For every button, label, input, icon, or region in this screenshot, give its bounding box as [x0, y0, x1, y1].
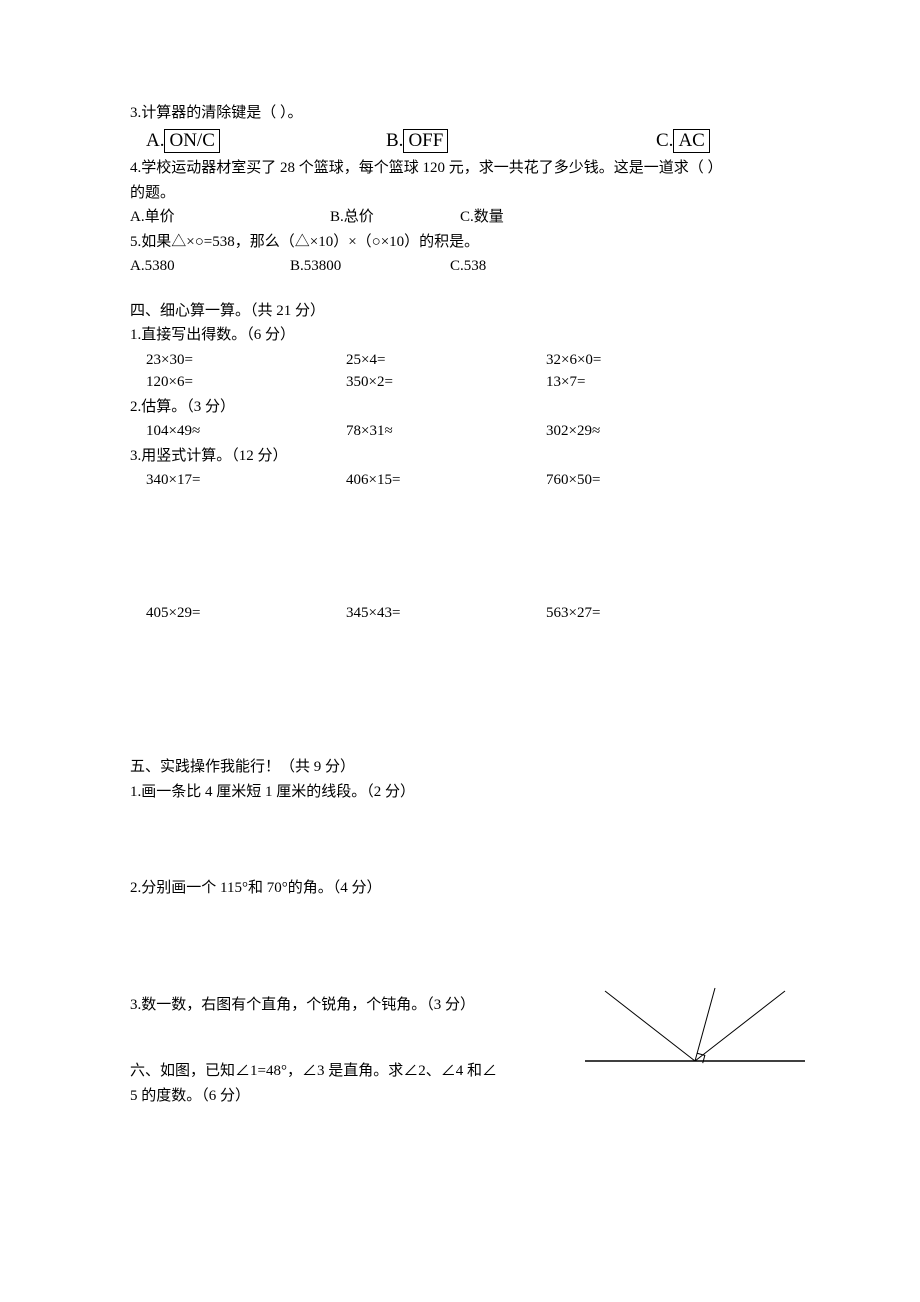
sec4-p3-r2: 405×29= 345×43= 563×27=: [130, 602, 790, 625]
q3-opt-b-prefix: B.: [386, 130, 403, 151]
sec4-title: 四、细心算一算。（共 21 分）: [130, 300, 790, 323]
sec6-line2: 5 的度数。（6 分）: [130, 1085, 790, 1108]
q3-opt-b: B.OFF: [386, 127, 656, 156]
calc-cell: 563×27=: [546, 602, 600, 625]
q5-opt-b: B.53800: [290, 255, 450, 278]
sec4-p3-title: 3.用竖式计算。（12 分）: [130, 445, 790, 468]
calc-cell: 340×17=: [146, 469, 346, 492]
q4-opt-a: A.单价: [130, 206, 330, 229]
calc-cell: 32×6×0=: [546, 349, 601, 372]
sec4-p2-r1: 104×49≈ 78×31≈ 302×29≈: [130, 420, 790, 443]
calc-cell: 345×43=: [346, 602, 546, 625]
q3-text: 3.计算器的清除键是（ ）。: [130, 102, 790, 125]
q5-opt-c: C.538: [450, 255, 486, 278]
calc-cell: 406×15=: [346, 469, 546, 492]
q3-opt-a-prefix: A.: [146, 130, 164, 151]
sec4-p3-r1: 340×17= 406×15= 760×50=: [130, 469, 790, 492]
calc-cell: 120×6=: [146, 371, 346, 394]
calc-cell: 104×49≈: [146, 420, 346, 443]
q3-options: A.ON/C B.OFF C.AC: [130, 127, 790, 156]
sec5-p2: 2.分别画一个 115°和 70°的角。（4 分）: [130, 877, 790, 900]
q3-opt-c-box: AC: [673, 129, 709, 154]
q5-options: A.5380 B.53800 C.538: [130, 255, 790, 278]
q3-opt-a: A.ON/C: [146, 127, 386, 156]
calc-cell: 405×29=: [146, 602, 346, 625]
sec4-p2-title: 2.估算。（3 分）: [130, 396, 790, 419]
calc-cell: 23×30=: [146, 349, 346, 372]
calc-cell: 760×50=: [546, 469, 600, 492]
sec4-p1-r2: 120×6= 350×2= 13×7=: [130, 371, 790, 394]
calc-cell: 13×7=: [546, 371, 585, 394]
q3-opt-c: C.AC: [656, 127, 710, 156]
sec4-p1-r1: 23×30= 25×4= 32×6×0=: [130, 349, 790, 372]
angle-figure-icon: [580, 986, 810, 1068]
calc-cell: 350×2=: [346, 371, 546, 394]
sec5-p1: 1.画一条比 4 厘米短 1 厘米的线段。（2 分）: [130, 781, 790, 804]
q4-opt-c: C.数量: [460, 206, 504, 229]
sec4-p1-title: 1.直接写出得数。（6 分）: [130, 324, 790, 347]
q4-options: A.单价 B.总价 C.数量: [130, 206, 790, 229]
sec5-title: 五、实践操作我能行！（共 9 分）: [130, 756, 790, 779]
q4-line2: 的题。: [130, 182, 790, 205]
q3-opt-c-prefix: C.: [656, 130, 673, 151]
q3-opt-a-box: ON/C: [164, 129, 219, 154]
calc-cell: 25×4=: [346, 349, 546, 372]
calc-cell: 78×31≈: [346, 420, 546, 443]
q4-line1: 4.学校运动器材室买了 28 个篮球，每个篮球 120 元，求一共花了多少钱。这…: [130, 157, 790, 180]
q5-opt-a: A.5380: [130, 255, 290, 278]
calc-cell: 302×29≈: [546, 420, 600, 443]
q4-opt-b: B.总价: [330, 206, 460, 229]
q5-text: 5.如果△×○=538，那么（△×10）×（○×10）的积是。: [130, 231, 790, 254]
q3-opt-b-box: OFF: [403, 129, 448, 154]
